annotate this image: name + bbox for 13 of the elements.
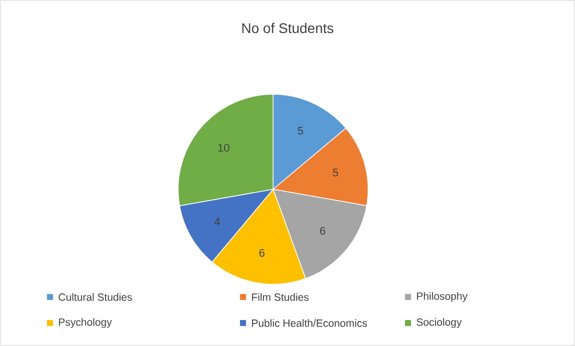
chart-title: No of Students — [242, 22, 334, 34]
legend-label: Public Health/Economics — [252, 319, 367, 327]
data-label: 6 — [259, 248, 264, 257]
legend-label: Philosophy — [417, 292, 468, 302]
legend-label: Sociology — [416, 318, 462, 328]
legend-label: Psychology — [59, 318, 112, 328]
data-label: 10 — [218, 144, 230, 152]
data-label: 5 — [298, 126, 304, 135]
data-label: 6 — [320, 226, 326, 235]
legend-label: Film Studies — [252, 293, 309, 301]
data-label: 4 — [214, 218, 220, 226]
data-label: 5 — [332, 168, 338, 176]
legend-label: Cultural Studies — [58, 293, 132, 301]
